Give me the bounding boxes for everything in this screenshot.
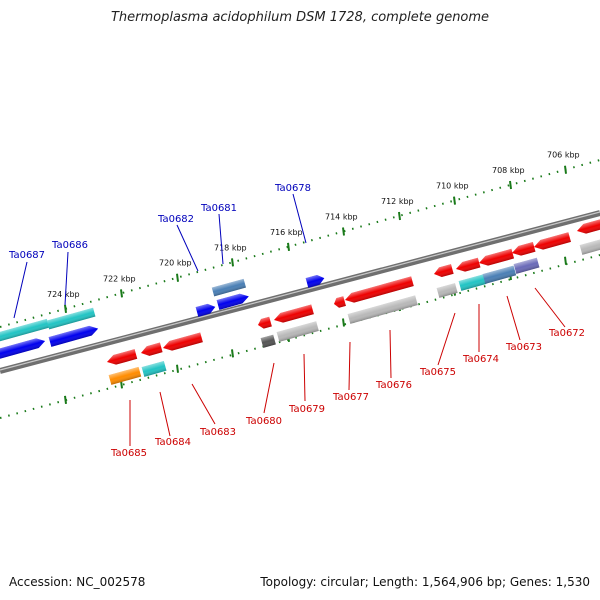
gene-arrow-ta0684[interactable] bbox=[141, 361, 167, 377]
gene-arrow-ta0681[interactable] bbox=[216, 292, 251, 310]
reverse-gene-labels: Ta0685 Ta0684 Ta0683 Ta0680 Ta0679 Ta067… bbox=[110, 328, 585, 459]
gene-arrow-ta0679[interactable] bbox=[276, 321, 319, 342]
ruler-tick-label: 716 kbp bbox=[270, 228, 303, 237]
gene-label-ta0677[interactable]: Ta0677 bbox=[332, 392, 369, 403]
callout-line bbox=[176, 224, 199, 272]
gene-arrow-reverse[interactable] bbox=[106, 349, 138, 367]
gene-arrow-ta0686[interactable] bbox=[48, 324, 100, 347]
gene-arrow-ta0677[interactable] bbox=[344, 276, 414, 304]
accession-text: Accession: NC_002578 bbox=[9, 575, 146, 589]
ruler-tick-label: 712 kbp bbox=[381, 197, 414, 206]
ruler-tick-label: 710 kbp bbox=[436, 182, 469, 191]
outer-ruler-line bbox=[0, 159, 600, 328]
gene-arrow-reverse[interactable] bbox=[533, 232, 571, 252]
gene-arrow-reverse[interactable] bbox=[511, 242, 536, 258]
ruler-tick-label: 714 kbp bbox=[325, 213, 358, 222]
gene-label-ta0679[interactable]: Ta0679 bbox=[288, 404, 325, 415]
gene-label-ta0676[interactable]: Ta0676 bbox=[375, 380, 412, 391]
callout-line bbox=[191, 383, 216, 425]
ruler-tick-label: 720 kbp bbox=[159, 259, 192, 268]
callout-line bbox=[292, 193, 307, 244]
gene-arrow-ta0678[interactable] bbox=[305, 273, 326, 288]
gene-arrow-forward[interactable] bbox=[211, 278, 246, 297]
ruler-tick bbox=[509, 180, 512, 190]
callout-line bbox=[218, 213, 224, 265]
callout-line bbox=[13, 261, 28, 319]
ruler-tick bbox=[176, 273, 179, 282]
inner-ruler-tick bbox=[231, 349, 234, 358]
gene-callouts bbox=[13, 193, 566, 446]
gene-label-ta0682[interactable]: Ta0682 bbox=[157, 214, 194, 225]
callout-line bbox=[534, 287, 566, 328]
gene-arrow-reverse[interactable] bbox=[162, 332, 203, 352]
ruler-tick-label: 722 kbp bbox=[103, 274, 136, 283]
ruler-ticks: 724 kbp 722 kbp 720 kbp 718 kbp 716 kbp 714 k… bbox=[47, 151, 580, 314]
gene-arrow-ta0676[interactable] bbox=[347, 295, 418, 324]
gene-arrow-ta0685[interactable] bbox=[108, 366, 142, 385]
callout-line bbox=[303, 353, 306, 402]
inner-ruler-tick bbox=[342, 318, 345, 327]
gene-arrow-reverse[interactable] bbox=[273, 304, 314, 324]
gene-arrow-reverse[interactable] bbox=[455, 257, 481, 274]
gene-label-ta0678[interactable]: Ta0678 bbox=[274, 183, 311, 194]
gene-arrow-reverse[interactable] bbox=[333, 296, 346, 309]
gene-label-ta0673[interactable]: Ta0673 bbox=[505, 342, 542, 353]
gene-features bbox=[0, 218, 600, 385]
gene-label-ta0683[interactable]: Ta0683 bbox=[199, 427, 236, 438]
gene-label-ta0684[interactable]: Ta0684 bbox=[154, 437, 191, 448]
gene-arrow-ta0682[interactable] bbox=[195, 302, 217, 317]
ruler-tick bbox=[120, 289, 123, 298]
gene-label-ta0680[interactable]: Ta0680 bbox=[245, 416, 282, 427]
ruler-tick bbox=[64, 304, 67, 314]
topology-text: Topology: circular; Length: 1,564,906 bp… bbox=[260, 575, 590, 589]
gene-arrow-forward[interactable] bbox=[46, 307, 96, 330]
gene-label-ta0687[interactable]: Ta0687 bbox=[8, 250, 45, 261]
gene-label-ta0675[interactable]: Ta0675 bbox=[419, 367, 456, 378]
gene-label-ta0672[interactable]: Ta0672 bbox=[548, 328, 585, 339]
callout-line bbox=[348, 341, 351, 391]
gene-arrow-ta0673[interactable] bbox=[513, 257, 540, 274]
ruler-tick bbox=[564, 165, 567, 174]
ruler-tick bbox=[287, 242, 290, 251]
callout-line bbox=[389, 329, 392, 379]
ruler-tick bbox=[453, 196, 456, 205]
gene-arrow-reverse[interactable] bbox=[579, 238, 600, 255]
ruler-tick-label: 724 kbp bbox=[47, 290, 80, 299]
forward-gene-labels: Ta0687 Ta0686 Ta0682 Ta0681 Ta0678 bbox=[8, 183, 311, 261]
genome-backbone bbox=[0, 210, 600, 374]
ruler-tick bbox=[342, 227, 345, 236]
callout-line bbox=[437, 312, 456, 366]
gene-arrow-ta0680[interactable] bbox=[260, 334, 276, 348]
ruler-tick-label: 708 kbp bbox=[492, 166, 525, 175]
inner-ruler-tick bbox=[564, 256, 567, 265]
gene-arrow-reverse[interactable] bbox=[482, 265, 517, 284]
ruler-tick bbox=[398, 211, 401, 221]
gene-arrow-ta0674[interactable] bbox=[458, 274, 487, 291]
callout-line bbox=[263, 362, 275, 414]
map-title: Thermoplasma acidophilum DSM 1728, compl… bbox=[110, 10, 490, 25]
gene-arrow-ta0687[interactable] bbox=[0, 336, 46, 360]
gene-arrow-reverse[interactable] bbox=[140, 342, 163, 358]
inner-ruler-tick bbox=[176, 364, 179, 373]
gene-label-ta0686[interactable]: Ta0686 bbox=[51, 240, 88, 251]
gene-label-ta0685[interactable]: Ta0685 bbox=[110, 448, 147, 459]
ruler-tick-label: 718 kbp bbox=[214, 243, 247, 252]
gene-label-ta0681[interactable]: Ta0681 bbox=[200, 203, 237, 214]
gene-arrow-reverse[interactable] bbox=[433, 264, 454, 279]
callout-line bbox=[506, 295, 521, 341]
gene-arrow-reverse[interactable] bbox=[257, 316, 272, 330]
ruler-tick bbox=[231, 258, 234, 267]
callout-line bbox=[64, 251, 69, 306]
inner-ruler-tick bbox=[64, 395, 67, 405]
gene-arrow-forward[interactable] bbox=[0, 318, 50, 343]
ruler-tick-label: 706 kbp bbox=[547, 151, 580, 160]
gene-arrow-ta0675[interactable] bbox=[436, 283, 458, 298]
callout-line bbox=[159, 391, 171, 437]
gene-arrow-reverse[interactable] bbox=[478, 248, 515, 268]
gene-label-ta0674[interactable]: Ta0674 bbox=[462, 354, 499, 365]
